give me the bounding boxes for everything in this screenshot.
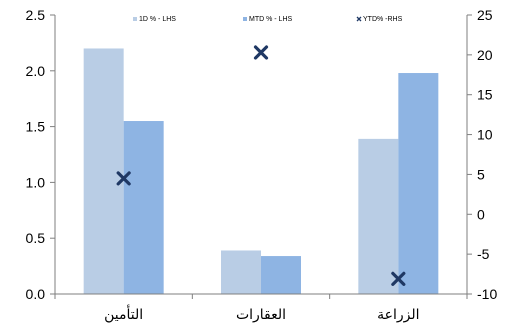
legend: 1D % - LHS MTD % - LHS YTD% -RHS	[133, 16, 403, 23]
bar-2-category-3	[398, 73, 439, 294]
markers-layer	[116, 45, 406, 286]
marker-point-2	[253, 45, 269, 60]
left-tick-label: 2.5	[26, 7, 46, 23]
legend-swatch-1	[133, 17, 137, 21]
left-tick-label: 0.5	[26, 230, 46, 246]
right-tick-label: -10	[477, 286, 497, 302]
left-tick-label: 1.5	[26, 119, 46, 135]
x-tick-label: التأمين	[104, 304, 143, 323]
bar-1-category-1	[83, 48, 124, 295]
legend-label-3: YTD% -RHS	[363, 16, 403, 23]
bars-layer	[83, 48, 439, 295]
marker-point-1	[116, 171, 131, 186]
bar-2-category-1	[123, 121, 164, 295]
legend-label-1: 1D % - LHS	[139, 16, 176, 23]
right-tick-label: 25	[477, 7, 493, 23]
legend-swatch-2	[243, 17, 247, 21]
right-tick-label: 0	[477, 206, 485, 222]
right-tick-label: 20	[477, 47, 493, 63]
legend-swatch-3	[356, 16, 362, 22]
x-tick-label: العقارات	[236, 307, 286, 323]
right-tick-label: 10	[477, 127, 493, 143]
bar-1-category-3	[358, 138, 399, 294]
right-tick-label: -5	[477, 246, 490, 262]
left-tick-label: 2.0	[26, 63, 46, 79]
right-tick-label: 5	[477, 166, 485, 182]
x-tick-label: الزراعة	[377, 307, 419, 323]
left-tick-label: 0.0	[26, 286, 46, 302]
axes-layer: 0.0 0.5 1.0 1.5 2.0 2.5 -10 -5 0 5 10 15 20 25 التأمين…	[26, 7, 498, 323]
left-tick-label: 1.0	[26, 174, 46, 190]
bar-2-category-2	[261, 256, 301, 294]
right-tick-label: 15	[477, 87, 493, 103]
legend-label-2: MTD % - LHS	[249, 16, 293, 23]
bar-1-category-2	[221, 250, 261, 294]
marker-point-3	[391, 271, 406, 286]
